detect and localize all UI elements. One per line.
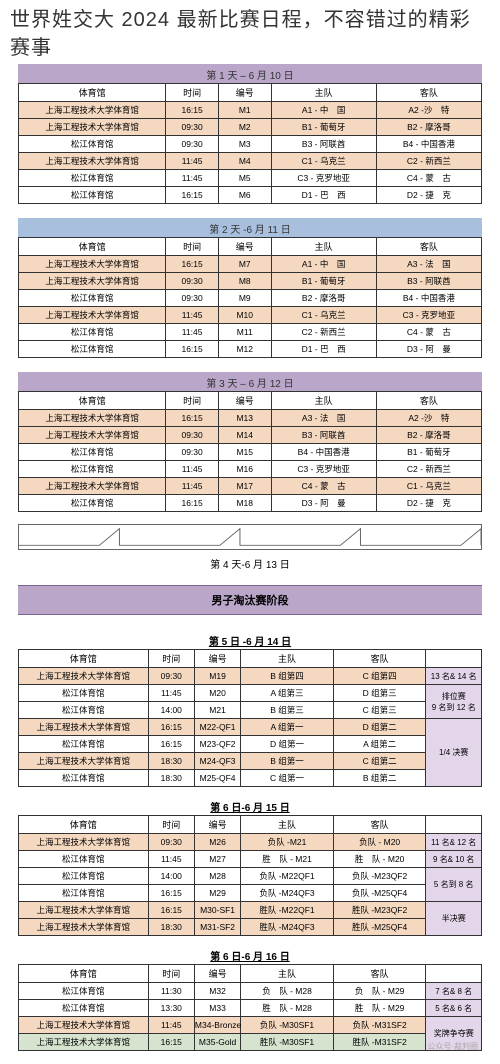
- match-row: 松江体育馆11:45M5C3 - 克罗地亚C4 - 蒙 古: [19, 170, 482, 187]
- match-row: 松江体育馆09:30M3B3 - 阿联酋B4 - 中国香港: [19, 136, 482, 153]
- stage-note: 11 名& 12 名: [426, 834, 482, 851]
- match-row: 松江体育馆11:30M32负 队 - M28负 队 - M297 名& 8 名: [19, 983, 482, 1000]
- match-row: 松江体育馆14:00M28负队 -M22QF1负队 -M23QF25 名到 8 …: [19, 868, 482, 885]
- match-row: 松江体育馆11:45M16C3 - 克罗地亚C2 - 新西兰: [19, 461, 482, 478]
- stage-note: 13 名& 14 名: [426, 668, 482, 685]
- match-row: 松江体育馆11:45M27胜 队 - M21胜 队 - M209 名& 10 名: [19, 851, 482, 868]
- match-row: 上海工程技术大学体育馆11:45M17C4 - 蒙 古C1 - 乌克兰: [19, 478, 482, 495]
- group-day-table: 体育馆 时间 编号 主队 客队 上海工程技术大学体育馆16:15M7A1 - 中…: [18, 237, 482, 358]
- match-row: 上海工程技术大学体育馆11:45M10C1 - 乌克兰C3 - 克罗地亚: [19, 307, 482, 324]
- match-row: 松江体育馆09:30M9B2 - 摩洛哥B4 - 中国香港: [19, 290, 482, 307]
- ko-day-title: 第 5 日 -6 月 14 日: [18, 627, 482, 649]
- match-row: 上海工程技术大学体育馆09:30M14B3 - 阿联酋B2 - 摩洛哥: [19, 427, 482, 444]
- match-row: 上海工程技术大学体育馆11:45M4C1 - 乌克兰C2 - 新西兰: [19, 153, 482, 170]
- match-row: 上海工程技术大学体育馆16:15M7A1 - 中 国A3 - 法 国: [19, 256, 482, 273]
- match-row: 上海工程技术大学体育馆11:45M34-Bronze负队 -M30SF1负队 -…: [19, 1017, 482, 1034]
- group-day-table: 体育馆 时间 编号 主队 客队 上海工程技术大学体育馆16:15M1A1 - 中…: [18, 83, 482, 204]
- stage-note: 5 名到 8 名: [426, 868, 482, 902]
- match-row: 上海工程技术大学体育馆16:15M30-SF1胜队 -M22QF1胜队 -M23…: [19, 902, 482, 919]
- ko-day-table: 体育馆 时间 编号 主队 客队 松江体育馆11:30M32负 队 - M28负 …: [18, 964, 482, 1051]
- match-row: 松江体育馆16:15M23-QF2D 组第一A 组第二: [19, 736, 482, 753]
- match-row: 松江体育馆14:00M21B 组第三C 组第三: [19, 702, 482, 719]
- ko-day-title: 第 6 日-6 月 15 日: [18, 793, 482, 815]
- match-row: 松江体育馆16:15M29负队 -M24QF3负队 -M25QF4: [19, 885, 482, 902]
- stage-note: 5 名& 6 名: [426, 1000, 482, 1017]
- stage-note: 7 名& 8 名: [426, 983, 482, 1000]
- stage-note: 1/4 决赛: [426, 719, 482, 787]
- match-row: 上海工程技术大学体育馆16:15M1A1 - 中 国A2 -沙 特: [19, 102, 482, 119]
- match-row: 上海工程技术大学体育馆09:30M19B 组第四C 组第四13 名& 14 名: [19, 668, 482, 685]
- match-row: 上海工程技术大学体育馆18:30M24-QF3B 组第一C 组第二: [19, 753, 482, 770]
- match-row: 上海工程技术大学体育馆09:30M26负队 -M21负队 - M2011 名& …: [19, 834, 482, 851]
- match-row: 上海工程技术大学体育馆09:30M8B1 - 葡萄牙B3 - 阿联酋: [19, 273, 482, 290]
- match-row: 上海工程技术大学体育馆16:15M22-QF1A 组第一D 组第二1/4 决赛: [19, 719, 482, 736]
- stage-note: 半决赛: [426, 902, 482, 936]
- match-row: 松江体育馆16:15M18D3 - 阿 曼D2 - 捷 克: [19, 495, 482, 512]
- stage-note: 排位赛9 名到 12 名: [426, 685, 482, 719]
- match-row: 松江体育馆09:30M15B4 - 中国香港B1 - 葡萄牙: [19, 444, 482, 461]
- group-day-table: 体育馆 时间 编号 主队 客队 上海工程技术大学体育馆16:15M13A3 - …: [18, 391, 482, 512]
- ko-day-title: 第 6 日-6 月 16 日: [18, 942, 482, 964]
- match-row: 上海工程技术大学体育馆16:15M13A3 - 法 国A2 -沙 特: [19, 410, 482, 427]
- schedule-content: 第 1 天 – 6 月 10 日 体育馆 时间 编号 主队 客队 上海工程技术大…: [0, 64, 500, 1064]
- match-row: 上海工程技术大学体育馆18:30M31-SF2胜队 -M24QF3胜队 -M25…: [19, 919, 482, 936]
- stage-note: 9 名& 10 名: [426, 851, 482, 868]
- match-row: 松江体育馆11:45M20A 组第三D 组第三排位赛9 名到 12 名: [19, 685, 482, 702]
- watermark: 公众号·裁判圈: [18, 1041, 482, 1052]
- rest-day-label: 第 4 天-6 月 13 日: [18, 554, 482, 577]
- match-row: 松江体育馆13:30M33胜 队 - M28胜 队 - M295 名& 6 名: [19, 1000, 482, 1017]
- knockout-stage-title: 男子淘汰赛阶段: [18, 585, 482, 615]
- ko-day-table: 体育馆 时间 编号 主队 客队 上海工程技术大学体育馆09:30M26负队 -M…: [18, 815, 482, 936]
- match-row: 松江体育馆16:15M12D1 - 巴 西D3 - 阿 曼: [19, 341, 482, 358]
- day-header: 第 3 天 – 6 月 12 日: [18, 372, 482, 391]
- match-row: 松江体育馆11:45M11C2 - 新西兰C4 - 蒙 古: [19, 324, 482, 341]
- rest-day-separator: [18, 524, 482, 550]
- match-row: 松江体育馆16:15M6D1 - 巴 西D2 - 捷 克: [19, 187, 482, 204]
- page-title: 世界姓交大 2024 最新比赛日程，不容错过的精彩赛事: [0, 0, 500, 64]
- match-row: 松江体育馆18:30M25-QF4C 组第一B 组第二: [19, 770, 482, 787]
- day-header: 第 1 天 – 6 月 10 日: [18, 64, 482, 83]
- day-header: 第 2 天 -6 月 11 日: [18, 218, 482, 237]
- match-row: 上海工程技术大学体育馆09:30M2B1 - 葡萄牙B2 - 摩洛哥: [19, 119, 482, 136]
- ko-day-table: 体育馆 时间 编号 主队 客队 上海工程技术大学体育馆09:30M19B 组第四…: [18, 649, 482, 787]
